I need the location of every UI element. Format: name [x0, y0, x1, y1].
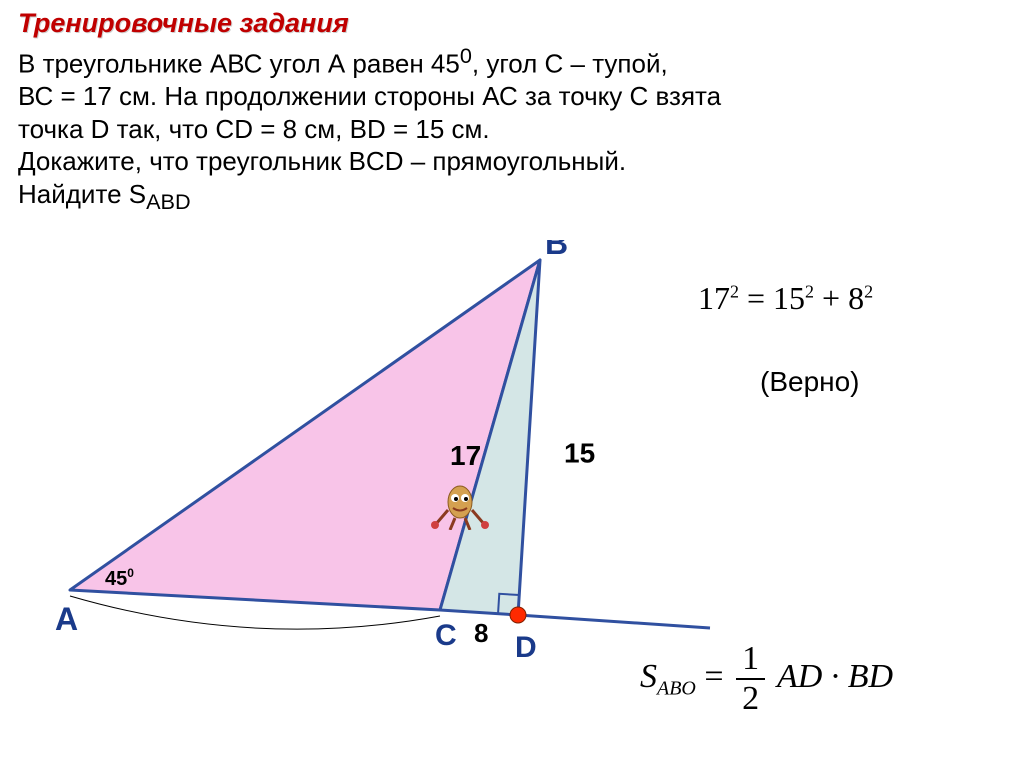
svg-text:15: 15 [564, 438, 595, 469]
area-formula: SABO = 12 AD · BD [640, 640, 893, 718]
svg-text:A: A [55, 601, 78, 637]
pythagoras-equation: 172 = 152 + 82 [698, 280, 873, 317]
svg-text:C: C [435, 619, 457, 652]
triangle-diagram: BACD45017158 [20, 240, 720, 720]
problem-text: В треугольнике АВС угол А равен 450, уго… [18, 42, 998, 215]
verno-label: (Верно) [760, 366, 860, 398]
svg-text:17: 17 [450, 440, 481, 471]
svg-text:D: D [515, 631, 537, 664]
pencil-character-icon [430, 480, 490, 530]
page-title: Тренировочные задания [18, 8, 349, 39]
svg-text:B: B [545, 240, 568, 261]
svg-text:8: 8 [474, 618, 488, 648]
